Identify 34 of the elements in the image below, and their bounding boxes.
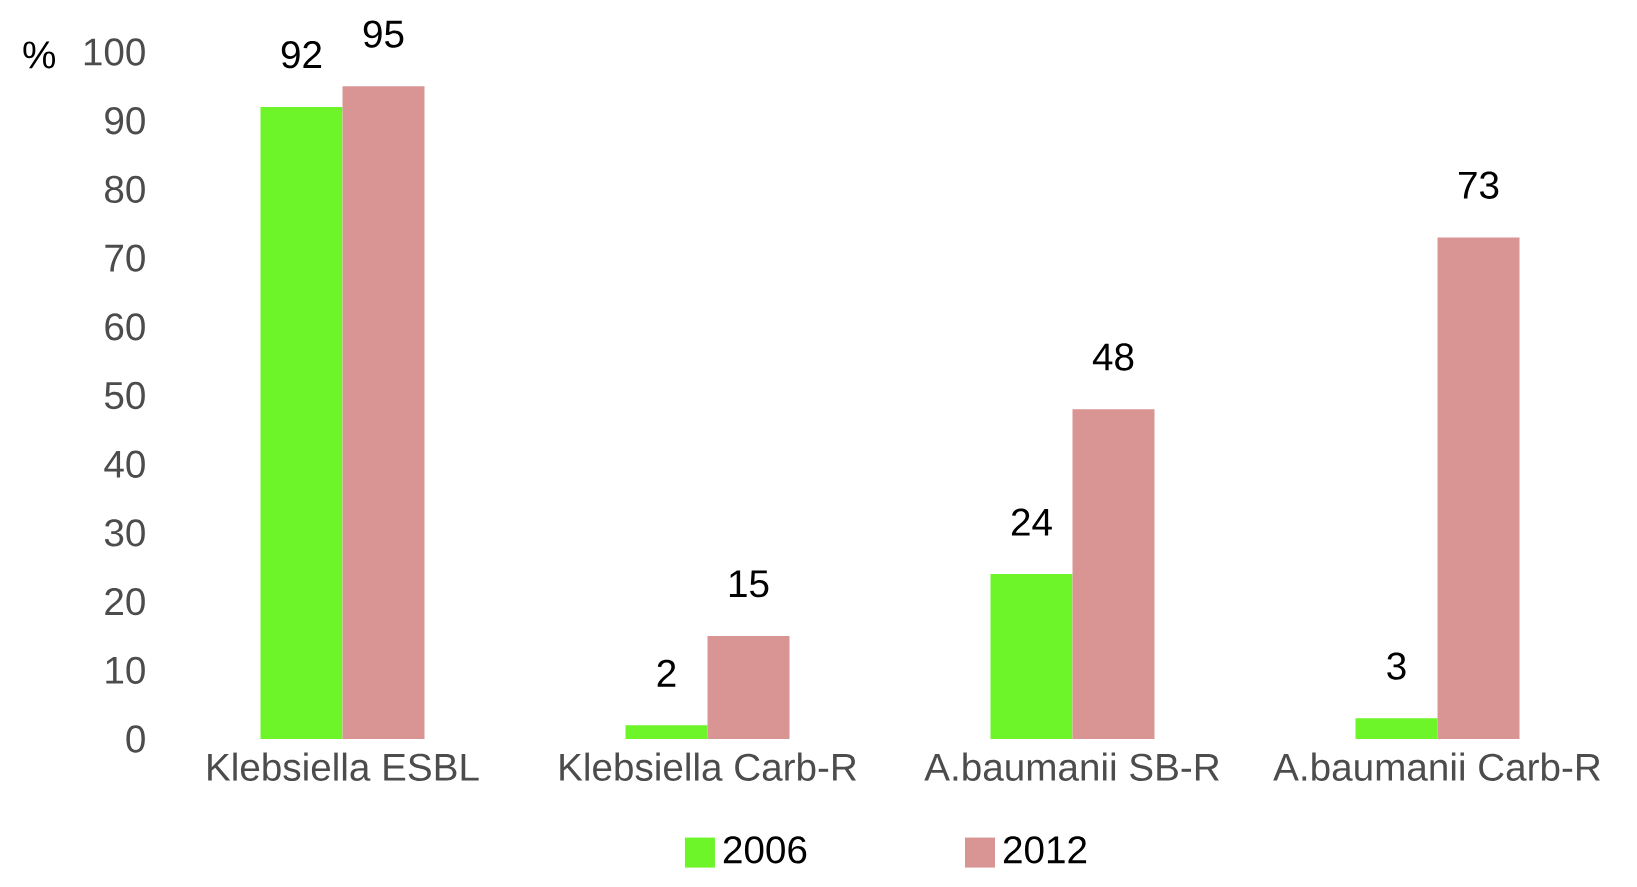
data-label: 15	[729, 570, 769, 598]
y-tick-label: 60	[105, 313, 145, 341]
bar	[342, 86, 425, 739]
data-label: 2	[657, 659, 676, 687]
data-label: 3	[1387, 652, 1406, 680]
x-tick-label: Klebsiella Carb-R	[560, 752, 857, 781]
y-tick-label: 10	[106, 656, 145, 684]
y-tick-label: 20	[105, 587, 145, 616]
y-tick-label: 50	[104, 381, 145, 410]
x-tick-label: A.baumanii Carb-R	[1273, 752, 1600, 781]
y-tick-label: 90	[105, 107, 145, 135]
y-tick-label: 0	[126, 725, 145, 753]
y-tick-label: 40	[104, 450, 145, 478]
x-tick-label: A.baumanii SB-R	[924, 752, 1219, 781]
data-label: 92	[281, 41, 322, 69]
data-label: 73	[1458, 171, 1499, 199]
bar	[625, 725, 708, 739]
data-label: 24	[1011, 508, 1052, 536]
bar	[260, 106, 343, 739]
y-tick-label: 30	[104, 519, 145, 547]
data-label: 48	[1092, 343, 1134, 371]
bar	[1072, 409, 1155, 739]
x-tick-label: Klebsiella ESBL	[208, 752, 479, 781]
y-axis-title: %	[23, 41, 55, 69]
bar	[990, 574, 1073, 739]
bar	[1437, 237, 1520, 739]
legend-label: 2012	[1003, 836, 1087, 864]
bar	[1355, 718, 1438, 739]
y-tick-label: 70	[105, 244, 145, 272]
bar	[707, 635, 790, 739]
data-label: 95	[363, 20, 404, 48]
y-tick-label: 80	[105, 175, 145, 204]
legend-label: 2006	[723, 836, 807, 864]
y-tick-label: 100	[84, 38, 145, 66]
